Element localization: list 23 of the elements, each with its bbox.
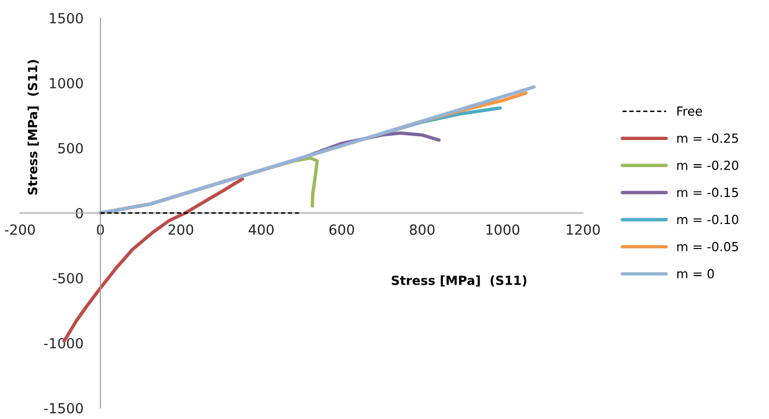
x-tick-label: 200 — [168, 224, 194, 235]
x-tick-label: 800 — [410, 224, 434, 235]
legend-label: m = -0.25 — [677, 133, 738, 143]
legend-label: m = -0.10 — [677, 214, 738, 224]
legend-label: m = -0.20 — [677, 160, 738, 170]
legend-label: Free — [677, 106, 702, 116]
y-tick-label: -1000 — [44, 338, 83, 348]
y-tick-label: 1000 — [50, 78, 83, 88]
x-tick-label: 600 — [329, 224, 354, 235]
x-tick-label: 1000 — [486, 224, 520, 235]
y-tick-label: -1500 — [44, 402, 83, 414]
x-tick-label: 400 — [248, 224, 274, 235]
y-tick-label: 1500 — [50, 12, 83, 24]
y-axis-title: Stress [MPa] (S11) — [28, 60, 39, 195]
legend-label: m = 0 — [677, 268, 714, 278]
x-tick-label: -200 — [4, 224, 35, 235]
x-tick-label: 1200 — [566, 224, 600, 235]
y-tick-label: -500 — [52, 272, 83, 284]
x-tick-label: 0 — [96, 224, 104, 235]
legend-label: m = -0.05 — [677, 242, 738, 252]
legend-label: m = -0.15 — [677, 188, 738, 198]
x-axis-title: Stress [MPa] (S11) — [392, 275, 526, 287]
y-tick-label: 500 — [58, 142, 83, 154]
